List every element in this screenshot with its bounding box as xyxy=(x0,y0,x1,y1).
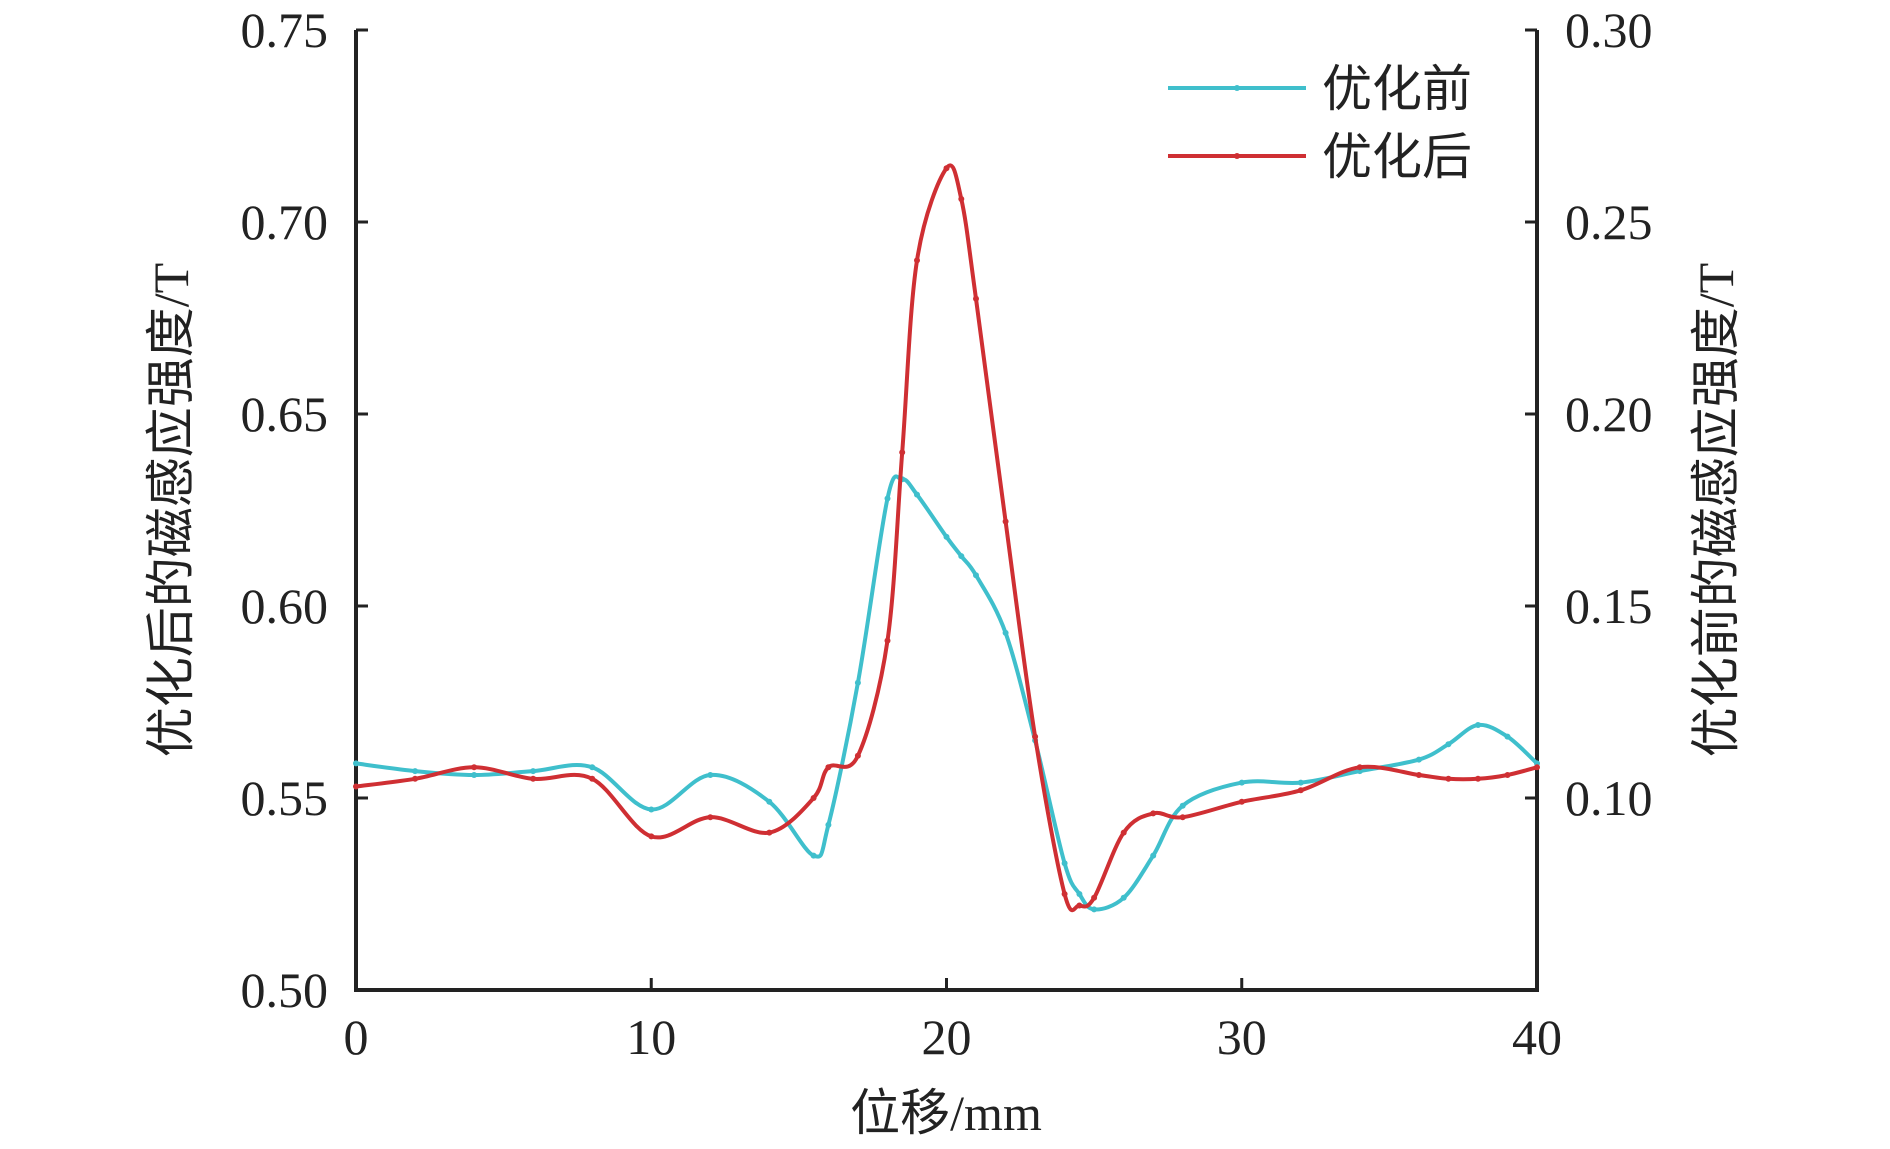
x-tick-label: 40 xyxy=(1512,1009,1562,1065)
data-point-after xyxy=(884,637,891,644)
y-tick-label-right: 0.25 xyxy=(1565,194,1653,250)
legend-item-after: 优化后 xyxy=(1168,129,1472,185)
data-point-before xyxy=(648,806,655,813)
data-point-after xyxy=(1445,775,1452,782)
data-point-after xyxy=(353,783,359,790)
data-point-after xyxy=(1150,810,1157,817)
legend-marker-after xyxy=(1234,153,1240,159)
series-layer xyxy=(353,163,1540,913)
data-point-before xyxy=(530,768,537,775)
data-point-after xyxy=(412,775,419,782)
legend: 优化前 优化后 xyxy=(1168,61,1472,185)
data-point-before xyxy=(1076,891,1083,897)
data-point-after xyxy=(973,295,979,302)
x-tick-label: 20 xyxy=(922,1009,972,1065)
data-point-before xyxy=(766,798,773,805)
data-point-before xyxy=(1179,802,1186,809)
data-point-after xyxy=(1297,787,1304,794)
data-point-after xyxy=(810,795,817,801)
data-point-after xyxy=(1120,829,1127,836)
data-point-after xyxy=(1415,772,1422,778)
data-point-before xyxy=(1091,906,1098,913)
data-point-after xyxy=(1076,902,1083,909)
data-point-before xyxy=(1061,860,1068,867)
y-tick-label-left: 0.75 xyxy=(241,2,329,58)
data-point-before xyxy=(1415,756,1422,763)
data-point-before xyxy=(707,772,714,778)
data-point-before xyxy=(1120,894,1127,901)
y-tick-label-left: 0.65 xyxy=(241,386,329,442)
y-tick-label-right: 0.20 xyxy=(1565,386,1653,442)
y-tick-label-right: 0.15 xyxy=(1565,578,1653,634)
y-axis-title-left: 优化后的磁感应强度/T xyxy=(143,263,199,757)
data-point-after xyxy=(707,814,714,821)
data-point-after xyxy=(1061,891,1068,897)
y-tick-label-right: 0.10 xyxy=(1565,770,1653,826)
x-tick-label: 30 xyxy=(1217,1009,1267,1065)
y-tick-label-left: 0.55 xyxy=(241,770,329,826)
legend-label-before: 优化前 xyxy=(1322,61,1472,117)
data-point-before xyxy=(854,679,861,686)
data-point-after xyxy=(899,449,906,456)
data-point-before xyxy=(589,764,596,771)
data-point-after xyxy=(1032,733,1039,740)
data-point-before xyxy=(1002,629,1009,636)
data-point-after xyxy=(648,833,655,840)
y-tick-label-left: 0.50 xyxy=(241,962,329,1018)
data-point-after xyxy=(1356,764,1363,771)
data-point-after xyxy=(1002,518,1009,525)
data-point-before xyxy=(1475,722,1481,728)
data-point-before xyxy=(825,821,832,828)
data-point-before xyxy=(1297,779,1304,786)
data-point-after xyxy=(589,775,596,782)
data-point-after xyxy=(943,165,950,172)
data-point-after xyxy=(1475,775,1481,782)
data-point-after xyxy=(766,829,773,836)
series-line-before xyxy=(354,474,1539,912)
data-point-before xyxy=(973,572,979,579)
data-point-before xyxy=(1445,741,1452,748)
data-point-after xyxy=(914,257,920,264)
x-tick-label: 0 xyxy=(344,1009,369,1065)
data-point-after xyxy=(1504,772,1511,778)
y-tick-label-left: 0.60 xyxy=(241,578,329,634)
data-point-before xyxy=(958,553,965,560)
y-tick-label-left: 0.70 xyxy=(241,194,329,250)
x-axis-title: 位移/mm xyxy=(850,1085,1042,1141)
legend-item-before: 优化前 xyxy=(1168,61,1472,117)
legend-label-after: 优化后 xyxy=(1322,129,1472,185)
data-point-before xyxy=(943,533,950,540)
data-point-before xyxy=(353,760,359,767)
y-axis-title-right: 优化前的磁感应强度/T xyxy=(1688,263,1744,757)
data-point-after xyxy=(958,196,965,202)
data-point-before xyxy=(471,772,478,778)
data-point-before xyxy=(914,491,920,498)
y-tick-label-right: 0.30 xyxy=(1565,2,1653,58)
data-point-before xyxy=(1150,852,1157,859)
data-point-after xyxy=(854,752,861,759)
data-point-before xyxy=(1238,779,1245,786)
legend-marker-before xyxy=(1234,85,1240,91)
data-point-after xyxy=(1091,894,1098,901)
data-point-after xyxy=(825,764,832,771)
ticks-layer: 0 10 20 30 40 0.50 0.55 0.60 0.65 0.70 0.75 0.10 0.1… xyxy=(241,2,1653,1065)
data-point-before xyxy=(884,495,891,502)
data-point-after xyxy=(530,775,537,782)
data-point-before xyxy=(810,852,817,859)
data-point-before xyxy=(412,768,419,775)
data-point-after xyxy=(1534,764,1540,771)
x-tick-label: 10 xyxy=(626,1009,676,1065)
data-point-after xyxy=(471,764,478,771)
data-point-before xyxy=(1504,733,1511,740)
data-point-after xyxy=(1238,798,1245,805)
data-point-after xyxy=(1179,814,1186,821)
